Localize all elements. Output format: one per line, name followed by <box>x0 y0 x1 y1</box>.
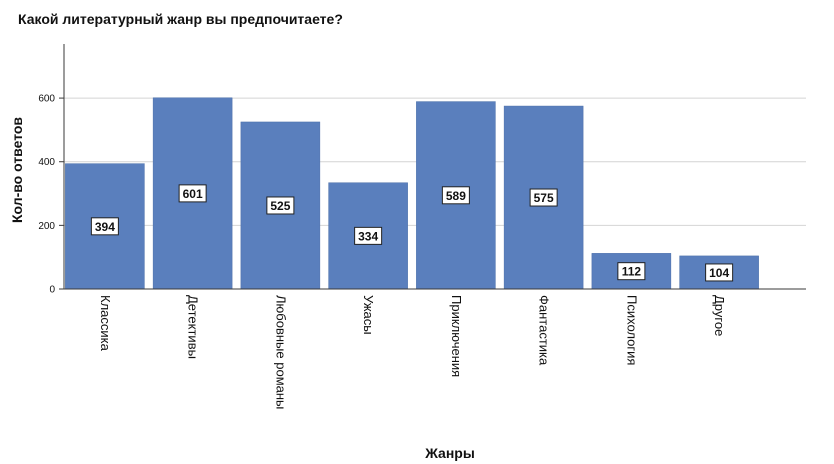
data-label: 334 <box>358 229 378 243</box>
y-axis-title: Кол-во ответов <box>9 117 25 223</box>
data-label: 525 <box>270 199 290 213</box>
data-label-box <box>705 263 734 282</box>
bar <box>152 97 233 290</box>
data-label-box <box>441 186 470 205</box>
y-tick-label: 0 <box>49 285 55 296</box>
data-label: 601 <box>183 187 203 201</box>
x-tick-label: Детективы <box>186 295 201 359</box>
data-label: 589 <box>446 189 466 203</box>
axes <box>59 44 806 290</box>
x-tick-label: Любовные романы <box>273 295 288 409</box>
y-tick-label: 600 <box>38 94 55 105</box>
data-label-box <box>266 196 295 215</box>
data-label: 575 <box>534 191 554 205</box>
x-tick-label: Фантастика <box>537 295 552 366</box>
data-label-box <box>529 188 558 207</box>
x-tick-label: Другое <box>712 295 727 336</box>
chart-title: Какой литературный жанр вы предпочитаете… <box>18 11 343 27</box>
tick-labels: 0 200 400 600 Классика Детективы Любовные рома… <box>38 94 727 410</box>
data-label-box <box>90 217 119 236</box>
data-labels: 394 601 525 334 589 575 112 104 <box>90 184 734 282</box>
y-tick-label: 200 <box>38 221 55 232</box>
x-tick-label: Психология <box>624 295 639 365</box>
y-tick-label: 400 <box>38 157 55 168</box>
x-tick-label: Классика <box>98 295 113 352</box>
bars <box>65 97 759 290</box>
data-label: 112 <box>622 265 642 279</box>
data-label-box <box>617 262 646 281</box>
x-axis-title: Жанры <box>424 445 475 461</box>
data-label-box <box>178 184 207 203</box>
x-tick-label: Приключения <box>449 295 464 377</box>
data-label-box <box>354 226 383 245</box>
data-label: 394 <box>95 220 115 234</box>
x-tick-label: Ужасы <box>361 295 376 335</box>
data-label: 104 <box>709 266 729 280</box>
